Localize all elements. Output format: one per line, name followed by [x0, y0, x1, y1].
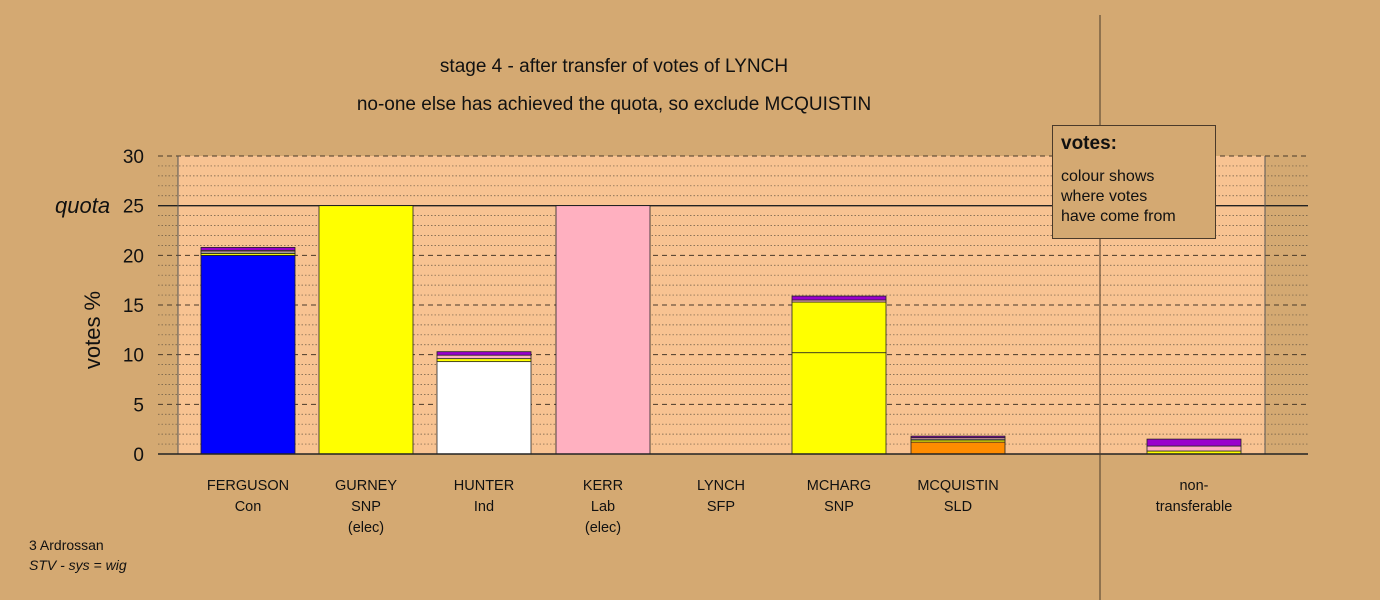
- x-category-label: SFP: [707, 499, 735, 515]
- x-category-label: (elec): [348, 520, 384, 536]
- y-tick-label: 10: [123, 346, 144, 367]
- bar-segment: [791, 301, 887, 354]
- bar-segment: [200, 246, 296, 251]
- y-tick-label: 15: [123, 296, 144, 317]
- bar-segment: [791, 352, 887, 455]
- x-category-label: Ind: [474, 499, 494, 515]
- x-category-label: GURNEY: [335, 478, 397, 494]
- y-tick-label: 20: [123, 246, 144, 267]
- legend-box: votes: colour shows where votes have com…: [1052, 125, 1216, 239]
- x-category-label: SNP: [824, 499, 854, 515]
- y-tick-label: 25: [123, 197, 144, 218]
- bar-segment: [791, 295, 887, 301]
- x-category-label: SNP: [351, 499, 381, 515]
- legend-line: colour shows: [1061, 168, 1155, 185]
- legend-line: have come from: [1061, 208, 1176, 225]
- footer-system: STV - sys = wig: [29, 557, 127, 573]
- x-category-label: transferable: [1156, 499, 1233, 515]
- x-category-label: MCQUISTIN: [917, 478, 998, 494]
- legend-title: votes:: [1061, 133, 1117, 154]
- bar-segment: [555, 205, 651, 455]
- bar-segment: [436, 361, 532, 455]
- y-tick-label: 30: [123, 147, 144, 168]
- y-axis-label: votes %: [80, 291, 105, 369]
- x-category-label: LYNCH: [697, 478, 745, 494]
- x-category-label: SLD: [944, 499, 972, 515]
- bar-segment: [1146, 445, 1242, 452]
- bar-segment: [200, 254, 296, 455]
- bar-segment: [910, 435, 1006, 439]
- bar-segment: [436, 354, 532, 360]
- bar-segment: [1146, 438, 1242, 447]
- x-category-label: Con: [235, 499, 262, 515]
- footer-ward: 3 Ardrossan: [29, 537, 104, 553]
- footer: 3 Ardrossan STV - sys = wig: [29, 535, 127, 575]
- x-category-label: non-: [1179, 478, 1208, 494]
- bar-segment: [318, 205, 414, 455]
- y-tick-label: 0: [133, 445, 144, 466]
- x-category-label: Lab: [591, 499, 615, 515]
- chart-title: stage 4 - after transfer of votes of LYN…: [440, 56, 788, 77]
- x-category-label: MCHARG: [807, 478, 871, 494]
- bar-segment: [436, 358, 532, 363]
- bar-segment: [436, 351, 532, 356]
- legend-line: where votes: [1061, 188, 1148, 205]
- bar-segment: [910, 441, 1006, 455]
- x-category-label: HUNTER: [454, 478, 514, 494]
- y-tick-label: 5: [133, 395, 144, 416]
- quota-label: quota: [55, 193, 110, 218]
- x-category-label: FERGUSON: [207, 478, 289, 494]
- x-category-label: (elec): [585, 520, 621, 536]
- x-category-label: KERR: [583, 478, 623, 494]
- chart-subtitle: no-one else has achieved the quota, so e…: [357, 94, 871, 115]
